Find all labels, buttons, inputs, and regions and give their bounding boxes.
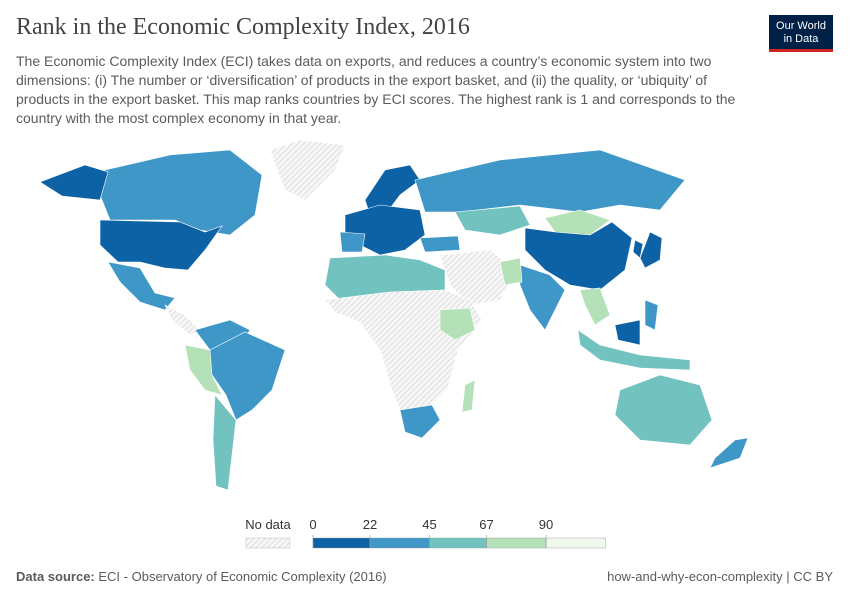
alaska[interactable] [39, 164, 109, 201]
legend-bin [486, 537, 547, 549]
middle-east[interactable] [439, 249, 516, 306]
korea[interactable] [632, 239, 644, 259]
footer-license[interactable]: how-and-why-econ-complexity | CC BY [607, 569, 833, 584]
new-zealand[interactable] [709, 437, 749, 469]
kazakhstan[interactable] [454, 205, 531, 236]
canada[interactable] [99, 149, 263, 236]
subtitle: The Economic Complexity Index (ECI) take… [16, 53, 736, 126]
greenland[interactable] [269, 139, 346, 201]
peru[interactable] [184, 344, 223, 396]
turkey[interactable] [419, 235, 461, 253]
japan[interactable] [639, 231, 663, 269]
east-africa[interactable] [439, 307, 476, 341]
legend-tick-label: 90 [539, 517, 553, 532]
legend-bin [312, 537, 371, 549]
source-label: Data source: [16, 569, 95, 584]
indonesia[interactable] [577, 329, 691, 371]
legend-bin [369, 537, 430, 549]
malaysia[interactable] [614, 319, 641, 346]
footer-source: Data source: ECI - Observatory of Econom… [16, 569, 387, 584]
iberia[interactable] [339, 231, 366, 253]
countries [39, 139, 749, 491]
central-america[interactable] [164, 304, 201, 336]
source[interactable]: ECI - Observatory of Economic Complexity… [98, 569, 387, 584]
argentina[interactable] [212, 394, 237, 491]
legend-tick-label: 22 [363, 517, 377, 532]
legend-no-data-label: No data [245, 517, 291, 532]
usa[interactable] [99, 219, 223, 271]
title: Rank in the Economic Complexity Index, 2… [16, 14, 470, 40]
logo-line[interactable]: Our World [776, 20, 826, 32]
legend-bin [545, 537, 606, 549]
legend-no-data [245, 537, 291, 549]
philippines[interactable] [644, 299, 659, 331]
mexico[interactable] [107, 261, 176, 311]
brazil[interactable] [209, 331, 286, 421]
russia[interactable] [414, 149, 686, 213]
southeast-asia[interactable] [579, 287, 611, 326]
legend-tick-label: 45 [422, 517, 436, 532]
legend-tick-label: 67 [479, 517, 493, 532]
africa[interactable] [324, 289, 483, 411]
china[interactable] [524, 221, 633, 291]
australia[interactable] [614, 374, 713, 446]
madagascar[interactable] [461, 379, 476, 413]
legend: No data 0 22 45 67 90 [245, 517, 606, 549]
pakistan[interactable] [499, 257, 523, 286]
legend-tick-label: 0 [309, 517, 316, 532]
south-africa[interactable] [399, 404, 441, 439]
logo-line[interactable]: in Data [783, 33, 819, 45]
india[interactable] [519, 264, 566, 331]
logo[interactable]: Our World in Data [769, 15, 833, 52]
mongolia[interactable] [544, 209, 611, 236]
legend-bin [429, 537, 487, 549]
